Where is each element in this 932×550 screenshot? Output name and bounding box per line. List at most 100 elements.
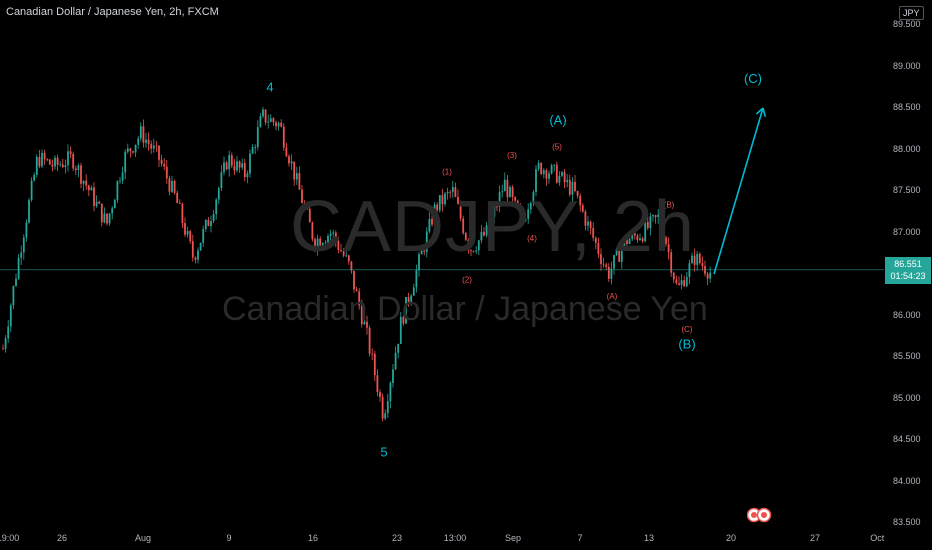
- x-tick-label: 26: [56, 533, 68, 543]
- wave-label-primary: 4: [266, 79, 273, 94]
- candle-body: [145, 139, 147, 143]
- candle-body: [636, 235, 639, 240]
- candle-body: [462, 218, 465, 233]
- tradingview-logo-icon[interactable]: [747, 507, 771, 523]
- candle-body: [706, 273, 709, 279]
- candle-body: [38, 156, 41, 167]
- candle-body: [337, 241, 340, 251]
- candle-body: [347, 255, 350, 262]
- candle-body: [516, 200, 519, 210]
- candle-body: [459, 203, 462, 219]
- candle-body: [532, 192, 535, 203]
- candle-body: [561, 172, 563, 176]
- y-tick-label: 88.500: [893, 102, 921, 112]
- candle-body: [392, 369, 394, 383]
- candle-body: [165, 166, 168, 179]
- candle-body: [225, 162, 228, 170]
- x-tick-label: 9: [226, 533, 232, 543]
- candle-body: [334, 232, 337, 242]
- candle-body: [59, 164, 62, 166]
- candle-body: [368, 327, 371, 354]
- candle-body: [363, 321, 366, 325]
- candle-body: [600, 254, 602, 264]
- candle-body: [303, 203, 306, 206]
- candle-body: [659, 214, 662, 222]
- candle-body: [581, 205, 584, 212]
- candle-body: [293, 161, 296, 180]
- candle-body: [327, 235, 329, 243]
- candle-body: [644, 221, 647, 242]
- wave-label-minor: (4): [527, 234, 537, 243]
- candle-body: [446, 192, 449, 194]
- candle-body: [238, 161, 241, 168]
- candle-body: [43, 152, 46, 160]
- candle-body: [301, 189, 303, 204]
- candle-body: [441, 195, 444, 205]
- candle-body: [657, 214, 660, 218]
- candle-body: [360, 305, 363, 325]
- candle-body: [17, 257, 20, 279]
- chart-title: Canadian Dollar / Japanese Yen, 2h, FXCM: [6, 6, 219, 18]
- candle-body: [20, 252, 23, 258]
- candle-body: [124, 151, 127, 173]
- candle-body: [540, 162, 543, 174]
- x-tick-label: 16: [307, 533, 319, 543]
- candle-body: [280, 122, 283, 127]
- candle-body: [407, 296, 410, 303]
- candle-body: [204, 219, 207, 230]
- candle-body: [189, 231, 192, 242]
- candle-body: [701, 263, 704, 267]
- candle-body: [425, 231, 428, 252]
- candle-body: [290, 161, 293, 164]
- candle-body: [542, 170, 545, 174]
- candle-body: [306, 205, 309, 209]
- candle-body: [87, 185, 90, 191]
- candle-body: [90, 187, 93, 191]
- candle-body: [620, 248, 623, 262]
- candle-body: [324, 242, 327, 244]
- candle-body: [594, 237, 597, 243]
- candle-body: [82, 180, 85, 184]
- candle-body: [667, 244, 670, 253]
- candle-body: [106, 213, 108, 224]
- candle-body: [74, 168, 77, 170]
- candle-body: [51, 164, 54, 167]
- candle-body: [470, 250, 472, 251]
- candle-body: [607, 266, 610, 279]
- candle-body: [272, 118, 275, 123]
- candle-body: [524, 218, 527, 221]
- candle-body: [626, 238, 628, 244]
- y-tick-label: 85.000: [893, 392, 921, 403]
- candle-body: [98, 201, 101, 204]
- price-chart[interactable]: 4 5 (A) (B) (C) (1) (2) (3) (4) (5) (A) (B) (C): [0, 0, 884, 530]
- candle-body: [665, 237, 667, 245]
- candle-body: [332, 232, 335, 234]
- candle-body: [129, 148, 132, 152]
- candle-body: [25, 222, 28, 238]
- candle-body: [683, 280, 686, 287]
- candle-body: [264, 109, 267, 123]
- candle-body: [171, 180, 173, 192]
- currency-badge[interactable]: JPY: [899, 6, 924, 20]
- candle-body: [230, 155, 233, 166]
- candle-body: [610, 268, 613, 279]
- candle-body: [207, 219, 210, 227]
- candle-body: [285, 147, 288, 157]
- candle-body: [662, 221, 665, 238]
- candle-body: [602, 263, 605, 265]
- candle-body: [199, 242, 202, 251]
- candle-body: [184, 223, 186, 235]
- candle-body: [35, 156, 38, 175]
- candle-body: [321, 243, 324, 246]
- candle-body: [282, 126, 285, 148]
- candle-body: [54, 157, 56, 167]
- candle-body: [353, 270, 355, 290]
- candle-body: [405, 296, 407, 324]
- wave-label-minor: (C): [681, 325, 692, 334]
- candle-body: [7, 326, 10, 339]
- candle-body: [298, 173, 301, 190]
- candle-body: [236, 161, 238, 171]
- candle-body: [181, 203, 184, 224]
- candle-body: [545, 170, 548, 179]
- candle-body: [103, 213, 106, 223]
